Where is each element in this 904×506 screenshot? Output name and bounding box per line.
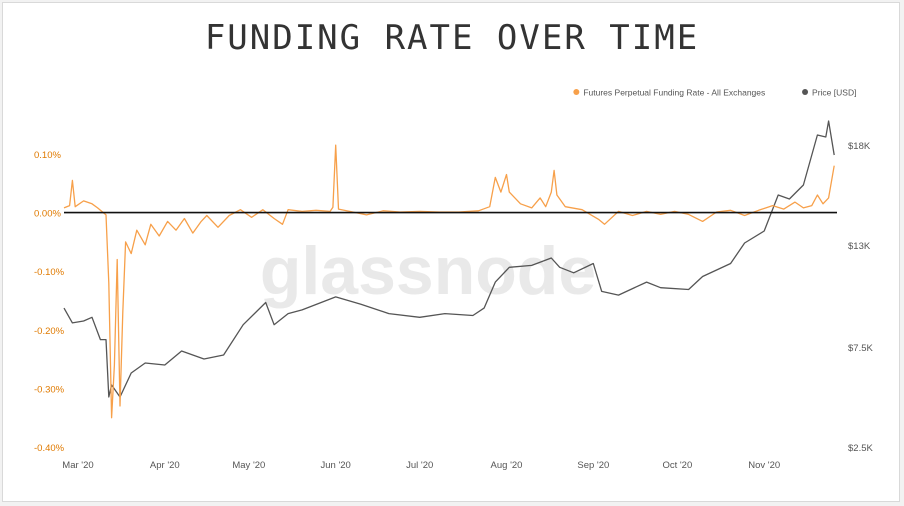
x-tick-label: Jul '20 xyxy=(406,460,433,471)
left-tick-label: 0.10% xyxy=(34,150,61,161)
x-axis-ticks: Mar '20 Apr '20 May '20 Jun '20 Jul '20 Aug '… xyxy=(62,460,780,471)
funding-rate-line xyxy=(63,144,835,419)
left-tick-label: -0.10% xyxy=(34,267,65,278)
legend-label[interactable]: Price [USD] xyxy=(812,88,856,98)
x-tick-label: Mar '20 xyxy=(62,460,93,471)
right-axis-ticks: $18K $13K $7.5K $2.5K xyxy=(848,141,873,454)
chart-panel: glassnode 0.10% 0.00% -0.10% -0.20% -0.30% -0… xyxy=(32,82,882,482)
funding-rate-series xyxy=(63,144,835,419)
price-series xyxy=(63,120,835,398)
x-tick-label: Sep '20 xyxy=(577,460,609,471)
x-tick-label: May '20 xyxy=(232,460,265,471)
left-tick-label: 0.00% xyxy=(34,209,61,220)
left-tick-label: -0.30% xyxy=(34,384,65,395)
glassnode-watermark: glassnode xyxy=(260,233,596,309)
left-tick-label: -0.20% xyxy=(34,326,65,337)
legend[interactable]: Futures Perpetual Funding Rate - All Exc… xyxy=(573,88,856,98)
right-tick-label: $18K xyxy=(848,141,871,152)
funding-rate-chart: glassnode 0.10% 0.00% -0.10% -0.20% -0.30% -0… xyxy=(34,88,873,472)
price-line xyxy=(63,120,835,398)
legend-marker xyxy=(802,89,809,95)
x-tick-label: Nov '20 xyxy=(748,460,780,471)
x-tick-label: Apr '20 xyxy=(150,460,180,471)
left-axis-ticks: 0.10% 0.00% -0.10% -0.20% -0.30% -0.40% xyxy=(34,150,65,454)
legend-marker xyxy=(573,89,580,95)
right-tick-label: $7.5K xyxy=(848,343,873,354)
x-tick-label: Jun '20 xyxy=(320,460,350,471)
x-tick-label: Oct '20 xyxy=(662,460,692,471)
left-tick-label: -0.40% xyxy=(34,443,65,454)
right-tick-label: $2.5K xyxy=(848,443,873,454)
page-title: FUNDING RATE OVER TIME xyxy=(204,18,700,58)
right-tick-label: $13K xyxy=(848,241,871,252)
x-tick-label: Aug '20 xyxy=(491,460,523,471)
legend-label[interactable]: Futures Perpetual Funding Rate - All Exc… xyxy=(583,88,765,98)
